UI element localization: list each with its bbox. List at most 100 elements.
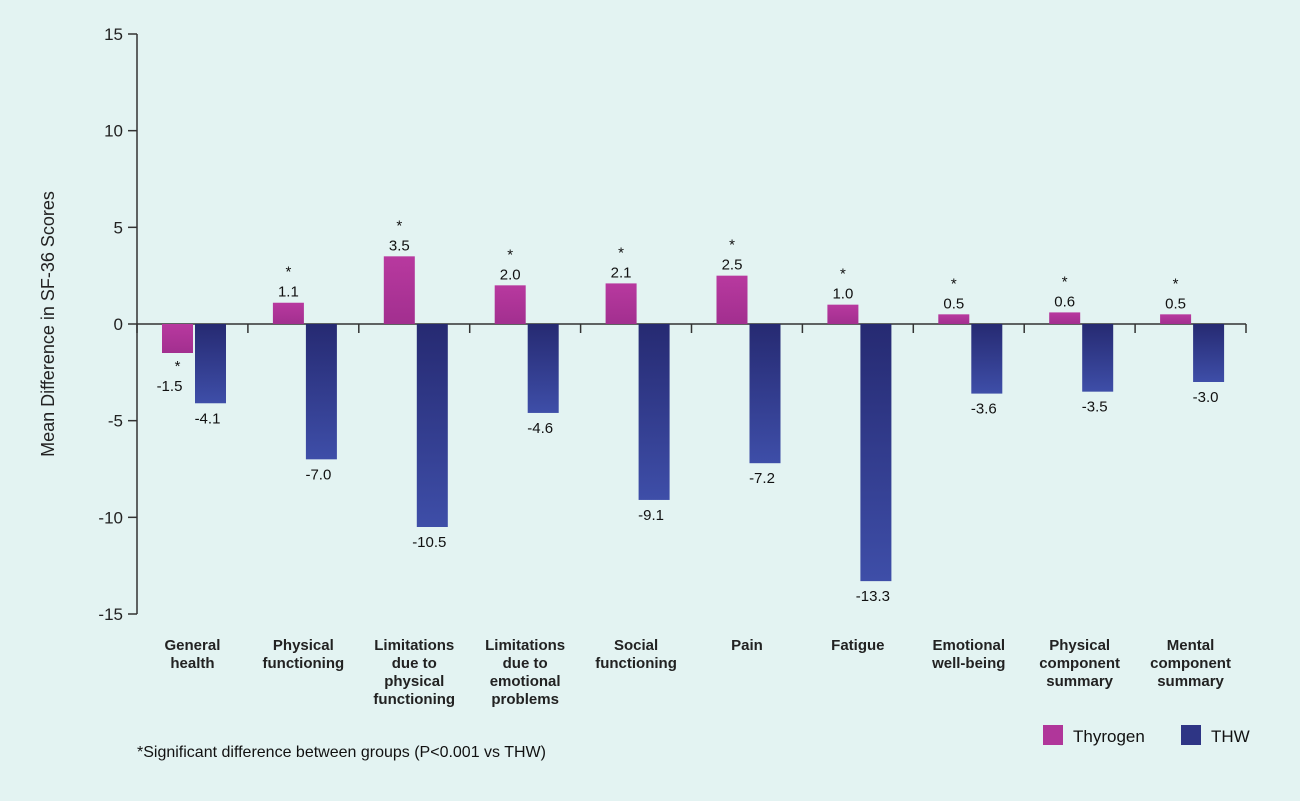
data-label: -7.0 — [305, 466, 331, 483]
bar-thyrogen — [383, 256, 415, 324]
legend-label-thw: THW — [1211, 727, 1250, 746]
data-label: 1.1 — [278, 284, 299, 301]
bar-thw — [749, 324, 781, 464]
category-label: Physical component summary — [1039, 637, 1120, 690]
category-label-line: functioning — [263, 655, 345, 672]
data-label: -4.6 — [527, 420, 553, 437]
category-label: Limitations due to emotional problems — [485, 637, 565, 708]
category-label-line: Mental — [1167, 637, 1215, 654]
significance-marker: * — [1173, 275, 1179, 292]
bars — [162, 256, 1225, 582]
category-label-line: well-being — [931, 655, 1005, 672]
bar-thw — [1193, 324, 1225, 382]
legend-swatch-thw — [1181, 725, 1201, 745]
data-label: -3.5 — [1082, 399, 1108, 416]
category-label-line: Fatigue — [831, 637, 884, 654]
significance-marker: * — [507, 246, 513, 263]
bar-thw — [860, 324, 892, 582]
category-label-line: Social — [614, 637, 658, 654]
category-label: Physical functioning — [263, 637, 345, 672]
category-label: Social functioning — [595, 637, 677, 672]
category-label-line: health — [170, 655, 214, 672]
bar-thw — [1082, 324, 1114, 392]
bar-thyrogen — [605, 283, 637, 324]
significance-marker: * — [285, 264, 291, 281]
bar-thyrogen — [938, 314, 970, 324]
category-label: General health — [165, 637, 221, 672]
significance-marker: * — [396, 217, 402, 234]
category-label-line: due to — [392, 655, 437, 672]
y-tick-label: -10 — [98, 508, 123, 527]
significance-marker: * — [175, 358, 181, 375]
bar-thyrogen — [494, 285, 526, 324]
y-tick-label: 5 — [114, 218, 123, 237]
category-label: Emotional well-being — [931, 637, 1005, 672]
data-label: 0.6 — [1054, 293, 1075, 310]
data-label: -13.3 — [856, 588, 890, 605]
y-tick-label: 15 — [104, 25, 123, 44]
category-label-line: Limitations — [374, 637, 454, 654]
category-label-line: component — [1150, 655, 1231, 672]
category-label-line: summary — [1157, 673, 1224, 690]
category-label-line: component — [1039, 655, 1120, 672]
bar-thyrogen — [272, 302, 304, 324]
category-label: Limitations due to physical functioning — [373, 637, 455, 708]
category-label-line: functioning — [595, 655, 677, 672]
category-label-line: problems — [491, 691, 559, 708]
legend-swatch-thyrogen — [1043, 725, 1063, 745]
y-tick-label: -5 — [108, 412, 123, 431]
data-label: 0.5 — [1165, 295, 1186, 312]
y-tick-label: 0 — [114, 315, 123, 334]
category-label-line: Emotional — [932, 637, 1005, 654]
data-label: -3.6 — [971, 401, 997, 418]
y-tick-label: -15 — [98, 605, 123, 624]
category-label: Mental component summary — [1150, 637, 1231, 690]
data-label: -9.1 — [638, 507, 664, 524]
bar-thw — [971, 324, 1003, 394]
data-label: 2.1 — [611, 264, 632, 281]
data-label: 1.0 — [832, 286, 853, 303]
significance-marker: * — [1062, 273, 1068, 290]
y-axis: 15 10 5 0 -5 -10 -15 — [98, 25, 1247, 624]
data-label: -4.1 — [195, 410, 221, 427]
legend: Thyrogen THW — [1043, 725, 1250, 746]
category-label-line: Physical — [1049, 637, 1110, 654]
significance-marker: * — [618, 244, 624, 261]
bar-thw — [638, 324, 670, 500]
significance-marker: * — [951, 275, 957, 292]
category-label-line: summary — [1046, 673, 1113, 690]
category-label: Fatigue — [831, 637, 884, 654]
legend-label-thyrogen: Thyrogen — [1073, 727, 1145, 746]
data-label: 2.0 — [500, 266, 521, 283]
data-label: -3.0 — [1193, 389, 1219, 406]
category-label-line: emotional — [490, 673, 561, 690]
data-label: -1.5 — [157, 378, 183, 395]
category-label: Pain — [731, 637, 763, 654]
data-label: 2.5 — [722, 257, 743, 274]
y-axis-title: Mean Difference in SF-36 Scores — [38, 191, 58, 457]
bar-thyrogen — [827, 304, 859, 324]
significance-marker: * — [729, 237, 735, 254]
data-label: -7.2 — [749, 470, 775, 487]
category-label-line: General — [165, 637, 221, 654]
data-label: -10.5 — [412, 534, 446, 551]
category-label-line: Pain — [731, 637, 763, 654]
bar-thyrogen — [162, 324, 193, 353]
category-label-line: due to — [503, 655, 548, 672]
category-label-line: functioning — [373, 691, 455, 708]
category-label-line: physical — [384, 673, 444, 690]
footnote: *Significant difference between groups (… — [137, 744, 546, 761]
data-label: 0.5 — [943, 295, 964, 312]
bar-thw — [195, 324, 226, 404]
significance-marker: * — [840, 266, 846, 283]
bar-thw — [305, 324, 337, 460]
bar-thw — [416, 324, 448, 527]
bar-thyrogen — [1049, 312, 1081, 324]
y-tick-label: 10 — [104, 122, 123, 141]
bar-thyrogen — [716, 275, 748, 324]
data-label: 3.5 — [389, 237, 410, 254]
category-label-line: Physical — [273, 637, 334, 654]
bar-thyrogen — [1160, 314, 1192, 324]
